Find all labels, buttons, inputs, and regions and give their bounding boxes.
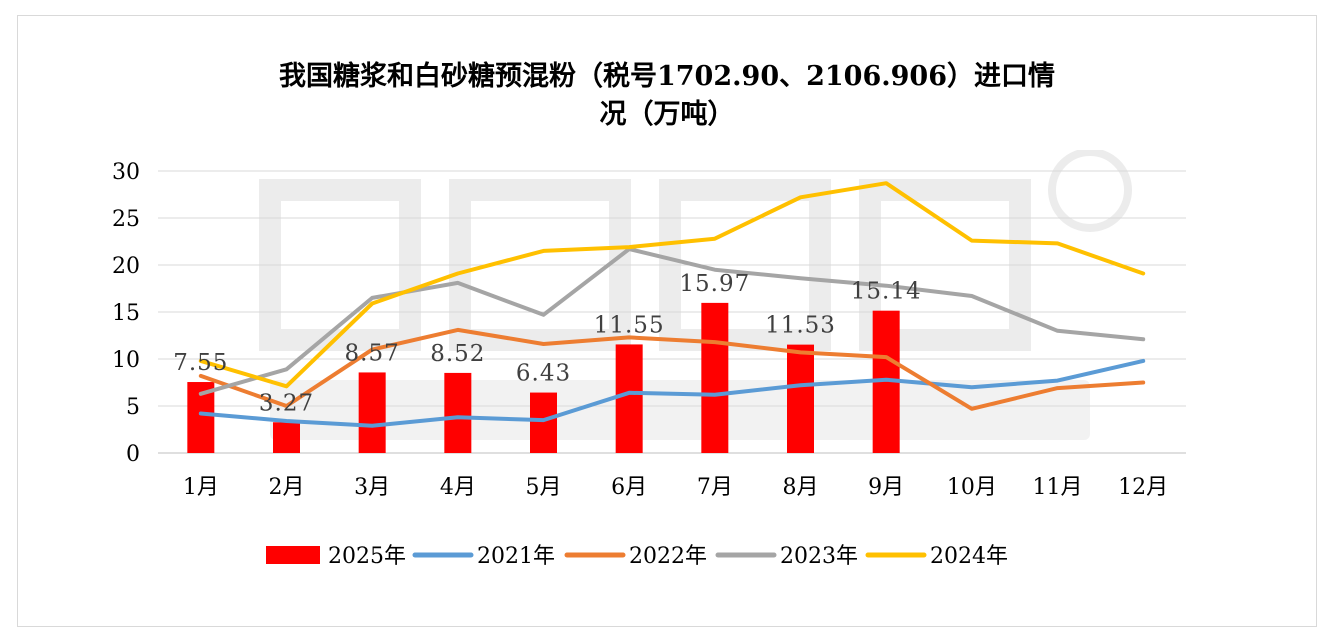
x-tick-label: 5月 xyxy=(526,475,562,500)
bar xyxy=(615,344,643,453)
legend-swatch xyxy=(266,546,320,564)
legend-label: 2022年 xyxy=(629,544,707,569)
x-tick-label: 12月 xyxy=(1118,475,1168,500)
y-tick-label: 25 xyxy=(112,207,140,232)
data-label: 15.14 xyxy=(851,279,922,305)
x-tick-label: 8月 xyxy=(783,475,819,500)
bar xyxy=(273,422,300,453)
y-tick-label: 20 xyxy=(112,254,140,279)
series-line xyxy=(198,181,1146,389)
series-line xyxy=(198,247,1146,396)
bar xyxy=(787,344,814,453)
y-tick-label: 0 xyxy=(126,442,140,467)
y-tick-label: 30 xyxy=(112,160,140,185)
data-label: 3.27 xyxy=(259,390,314,416)
bar xyxy=(530,392,557,453)
chart-title-line1: 我国糖浆和白砂糖预混粉（税号1702.90、2106.906）进口情 xyxy=(278,61,1056,92)
bar xyxy=(444,372,472,453)
data-label: 8.52 xyxy=(430,341,485,367)
legend-label: 2021年 xyxy=(477,544,555,569)
legend-label: 2023年 xyxy=(780,544,858,569)
x-tick-label: 1月 xyxy=(183,475,219,500)
data-label: 11.55 xyxy=(594,312,665,338)
data-label: 8.57 xyxy=(345,340,400,366)
x-tick-label: 2月 xyxy=(269,475,305,500)
data-label: 15.97 xyxy=(679,271,750,297)
x-tick-label: 6月 xyxy=(611,475,647,500)
legend-label: 2025年 xyxy=(328,544,406,569)
bar xyxy=(701,302,729,453)
x-tick-label: 9月 xyxy=(868,475,904,500)
x-tick-label: 3月 xyxy=(354,475,390,500)
chart-title-line2: 况（万吨） xyxy=(599,99,735,130)
data-label: 11.53 xyxy=(765,313,836,339)
x-tick-label: 7月 xyxy=(697,475,733,500)
series-line xyxy=(198,327,1146,411)
data-label: 6.43 xyxy=(516,361,571,387)
y-tick-label: 10 xyxy=(112,348,140,373)
x-tick-label: 11月 xyxy=(1033,475,1083,500)
y-tick-label: 5 xyxy=(126,395,140,420)
x-tick-label: 10月 xyxy=(947,475,997,500)
series-line xyxy=(198,358,1146,428)
y-tick-label: 15 xyxy=(112,301,140,326)
x-tick-label: 4月 xyxy=(440,475,476,500)
data-label: 7.55 xyxy=(173,350,228,376)
bar xyxy=(358,372,386,453)
chart-title: 我国糖浆和白砂糖预混粉（税号1702.90、2106.906）进口情 况（万吨） xyxy=(17,58,1317,134)
legend-label: 2024年 xyxy=(930,544,1008,569)
